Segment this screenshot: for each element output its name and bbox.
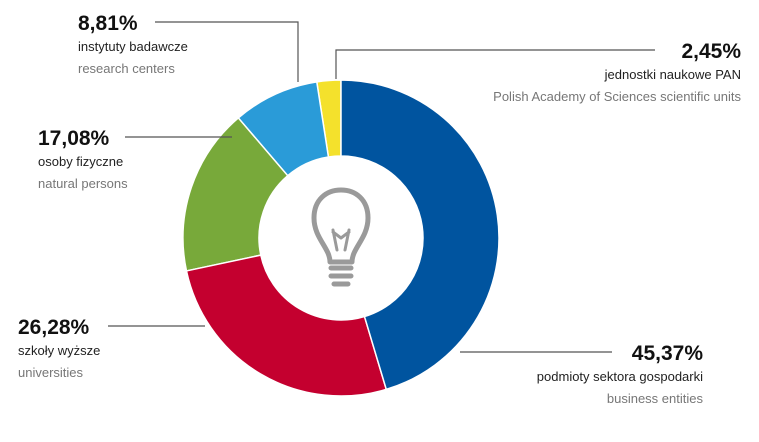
- category-label: jednostki naukowe PAN: [604, 67, 741, 82]
- category-translation: business entities: [607, 391, 704, 406]
- category-translation: universities: [18, 365, 84, 380]
- value-label: 17,08%: [38, 127, 110, 150]
- donut-segment: [182, 116, 289, 272]
- value-label: 2,45%: [681, 40, 741, 63]
- value-label: 45,37%: [632, 342, 704, 365]
- labels: 45,37% podmioty sektora gospodarki busines…: [18, 12, 741, 406]
- category-label: osoby fizyczne: [38, 154, 123, 169]
- category-translation: natural persons: [38, 176, 128, 191]
- leader-line: [335, 49, 655, 79]
- value-label: 8,81%: [78, 12, 138, 35]
- value-label: 26,28%: [18, 316, 90, 339]
- category-translation: research centers: [78, 61, 175, 76]
- donut-segment: [340, 79, 500, 391]
- category-translation: Polish Academy of Sciences scientific un…: [493, 89, 741, 104]
- category-label: instytuty badawcze: [78, 39, 188, 54]
- category-label: szkoły wyższe: [18, 343, 100, 358]
- leader-line: [155, 21, 299, 82]
- donut-segment: [185, 254, 388, 397]
- donut-segment: [237, 81, 330, 177]
- category-label: podmioty sektora gospodarki: [537, 369, 703, 384]
- bulb-icon: [311, 187, 371, 287]
